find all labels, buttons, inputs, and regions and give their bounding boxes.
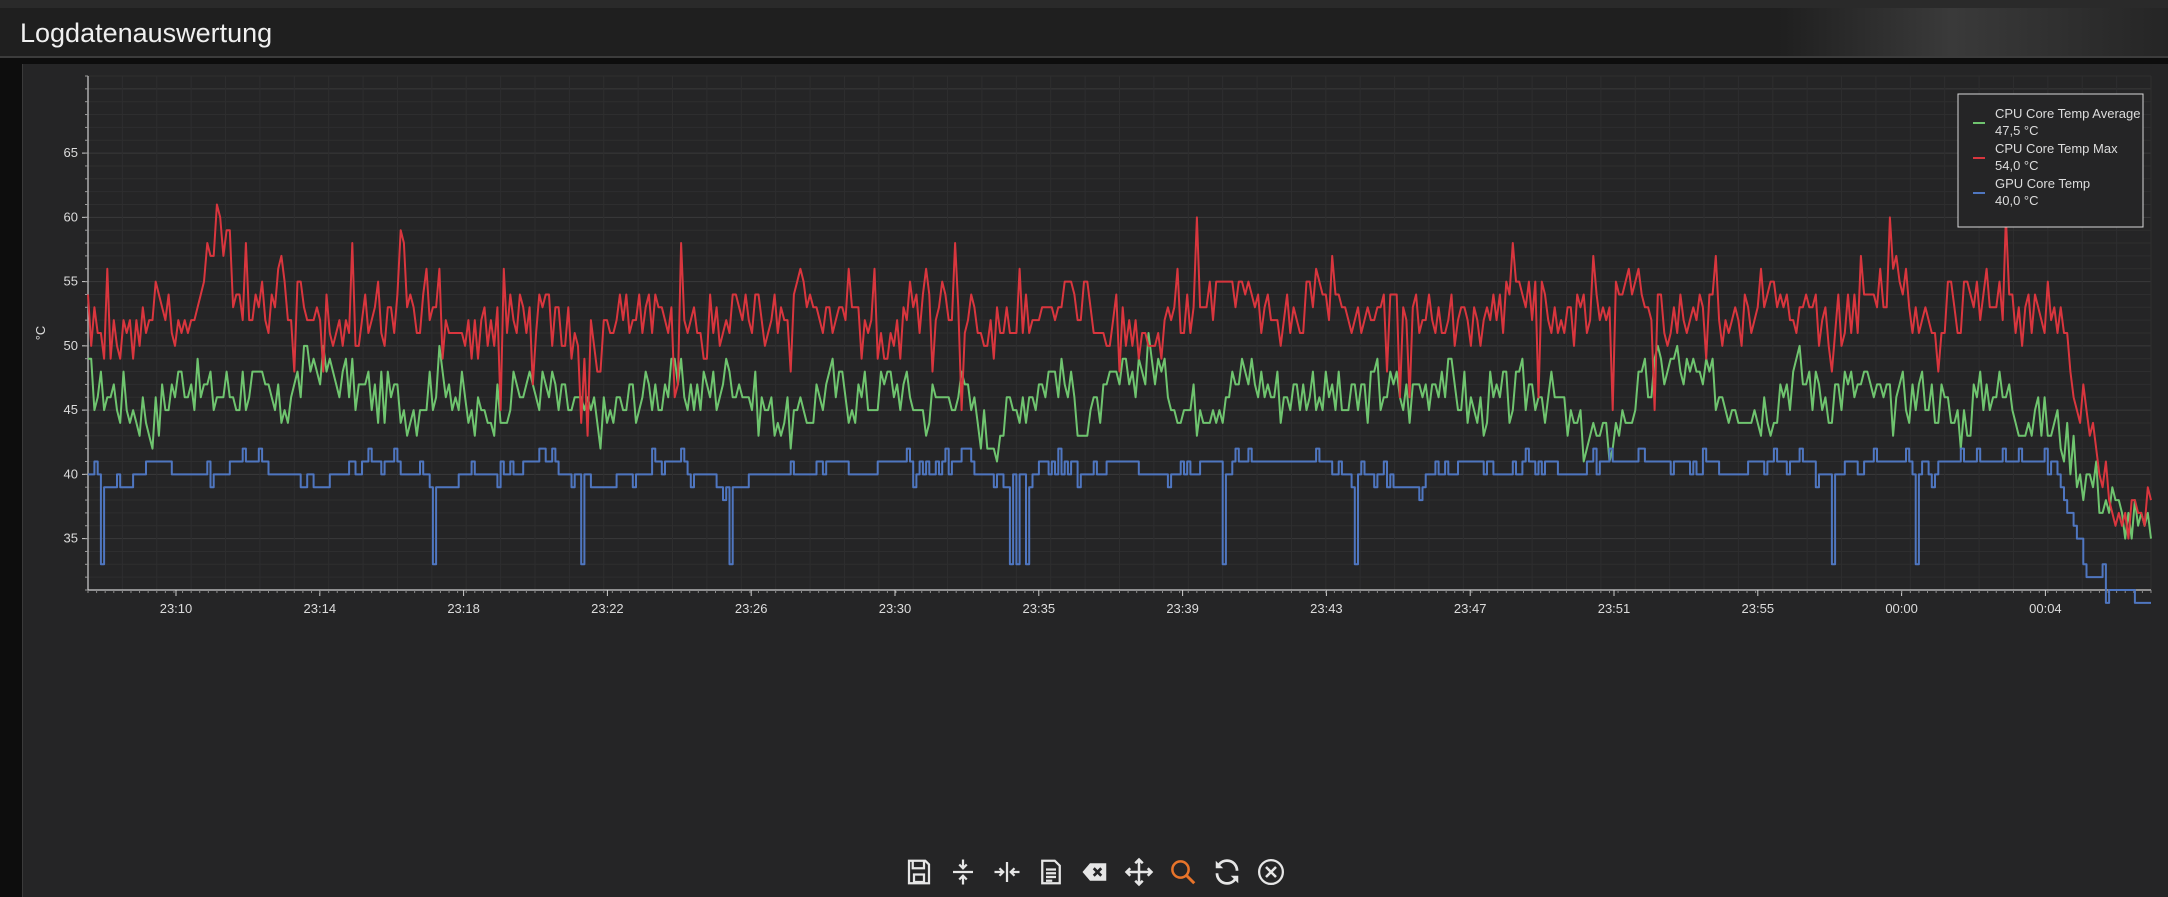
- clear-button[interactable]: [1076, 853, 1114, 891]
- x-tick-label: 23:30: [879, 601, 912, 616]
- refresh-button[interactable]: [1208, 853, 1246, 891]
- pan-icon: [1124, 857, 1154, 887]
- chart-toolbar: [900, 852, 1290, 892]
- series-cpu-core-temp-max: [87, 203, 2152, 540]
- legend-series-value: 54,0 °C: [1995, 158, 2039, 173]
- x-tick-label: 23:43: [1310, 601, 1343, 616]
- x-tick-label: 23:10: [160, 601, 193, 616]
- y-tick-label: 45: [64, 402, 78, 417]
- x-tick-label: 00:00: [1885, 601, 1918, 616]
- series-line: [87, 203, 2152, 540]
- close-icon: [1258, 859, 1284, 885]
- x-tick-label: 23:18: [447, 601, 480, 616]
- legend-series-value: 47,5 °C: [1995, 123, 2039, 138]
- close-button[interactable]: [1252, 853, 1290, 891]
- x-tick-label: 23:39: [1166, 601, 1199, 616]
- x-tick-label: 00:04: [2029, 601, 2062, 616]
- refresh-icon: [1215, 859, 1239, 885]
- fit-horizontal-icon: [994, 862, 1020, 882]
- fit-horizontal-button[interactable]: [988, 853, 1026, 891]
- legend: CPU Core Temp Average 47,5 °C CPU Core Tem…: [1957, 93, 2144, 228]
- legend-series-name: CPU Core Temp Max: [1995, 141, 2118, 156]
- y-axis-label: °C: [33, 326, 48, 341]
- y-tick-label: 60: [64, 209, 78, 224]
- clear-icon: [1082, 863, 1107, 881]
- legend-series-name: CPU Core Temp Average: [1995, 106, 2140, 121]
- series-line: [88, 332, 2152, 540]
- grid: [87, 75, 2152, 591]
- x-tick-label: 23:22: [591, 601, 624, 616]
- x-tick-label: 23:14: [304, 601, 337, 616]
- x-tick-label: 23:26: [735, 601, 768, 616]
- y-tick-label: 55: [64, 274, 78, 289]
- temperature-chart[interactable]: 35 40 45 50 55 60 65 °C 23:10 23:14 23:18 23:22 23:2…: [23, 64, 2168, 844]
- y-tick-label: 65: [64, 145, 78, 160]
- x-tick-label: 23:55: [1742, 601, 1775, 616]
- pan-button[interactable]: [1120, 853, 1158, 891]
- legend-series-value: 40,0 °C: [1995, 193, 2039, 208]
- x-tick-label: 23:47: [1454, 601, 1487, 616]
- save-icon: [907, 859, 931, 885]
- series-gpu-core-temp: [88, 447, 2151, 604]
- title-bar: Logdatenauswertung: [0, 0, 2168, 58]
- zoom-icon: [1171, 860, 1196, 885]
- zoom-button[interactable]: [1164, 853, 1202, 891]
- x-tick-label: 23:51: [1598, 601, 1631, 616]
- chart-panel: 35 40 45 50 55 60 65 °C 23:10 23:14 23:18 23:22 23:2…: [22, 64, 2168, 897]
- report-button[interactable]: [1032, 853, 1070, 891]
- legend-box: [1957, 93, 2144, 228]
- fit-vertical-icon: [953, 859, 973, 885]
- report-icon: [1041, 859, 1061, 885]
- save-button[interactable]: [900, 853, 938, 891]
- series-line: [88, 447, 2151, 604]
- y-tick-label: 35: [64, 531, 78, 546]
- legend-series-name: GPU Core Temp: [1995, 176, 2090, 191]
- y-tick-label: 40: [64, 466, 78, 481]
- x-tick-label: 23:35: [1023, 601, 1056, 616]
- y-tick-label: 50: [64, 338, 78, 353]
- window-title: Logdatenauswertung: [20, 18, 273, 48]
- series-cpu-core-temp-average: [88, 332, 2152, 540]
- fit-vertical-button[interactable]: [944, 853, 982, 891]
